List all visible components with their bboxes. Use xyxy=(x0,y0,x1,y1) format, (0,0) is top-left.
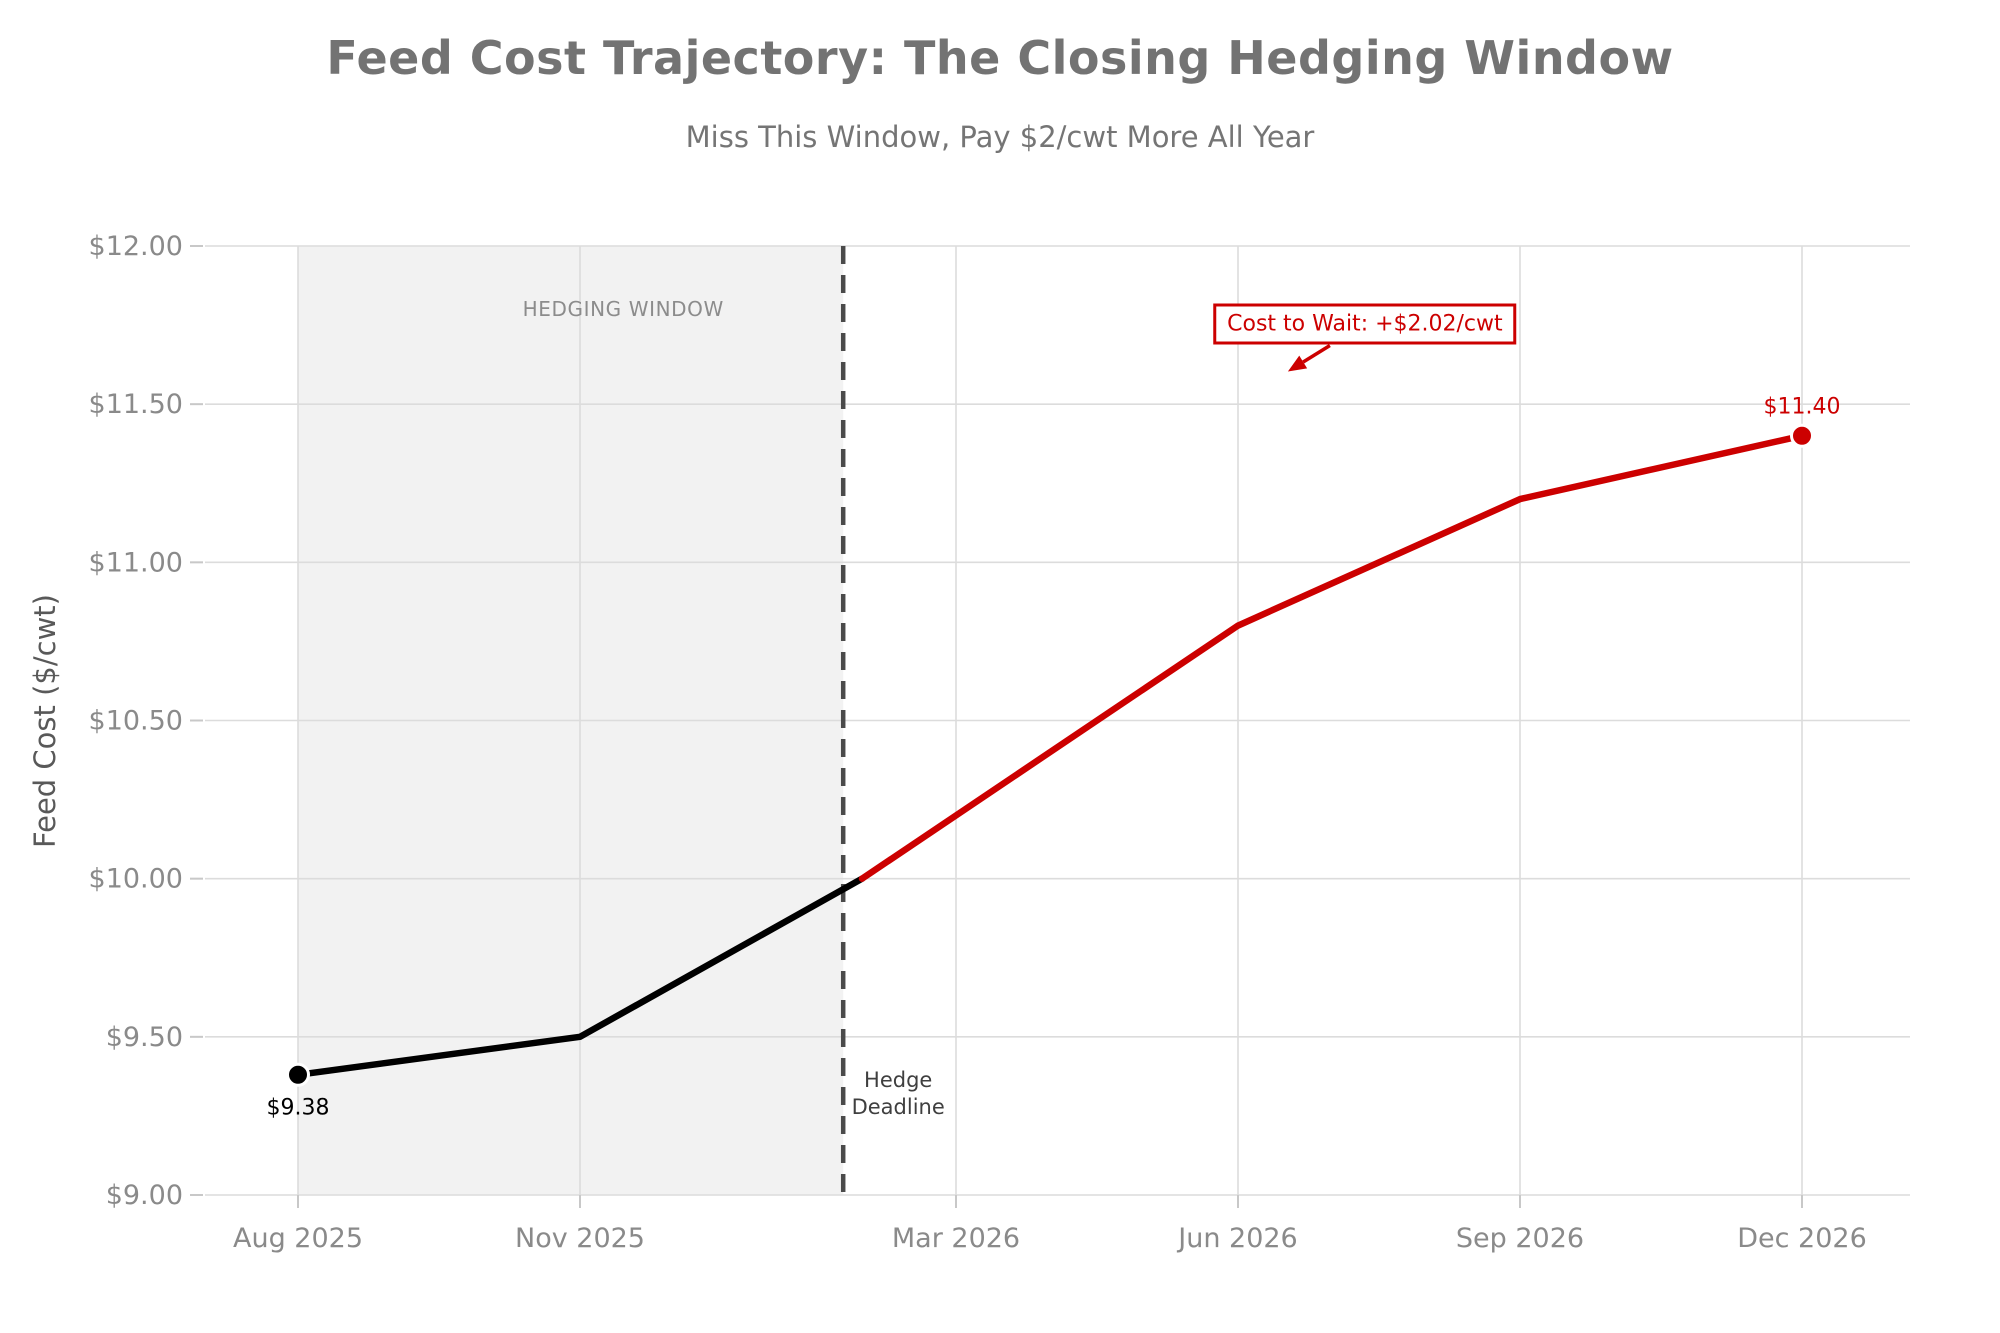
x-tick-label: Jun 2026 xyxy=(1176,1223,1297,1254)
y-tick-label: $10.50 xyxy=(89,706,183,737)
y-tick-label: $11.50 xyxy=(89,389,183,420)
x-tick-label: Nov 2025 xyxy=(515,1223,645,1254)
y-tick-label: $9.50 xyxy=(106,1022,183,1053)
x-tick-label: Mar 2026 xyxy=(892,1223,1020,1254)
end-point-value-label: $11.40 xyxy=(1763,394,1841,420)
projected-series-line xyxy=(858,432,1806,882)
actual-series-line xyxy=(294,875,866,1079)
x-tick-label: Aug 2025 xyxy=(233,1223,363,1254)
cost-arrow-shaft xyxy=(1302,344,1331,364)
hedge-deadline-label-line2: Deadline xyxy=(851,1094,945,1119)
cost-to-wait-annotation: Cost to Wait: +$2.02/cwt xyxy=(1213,303,1517,344)
x-tick-label: Sep 2026 xyxy=(1456,1223,1584,1254)
cost-arrow-head xyxy=(1287,355,1308,372)
start-point-marker xyxy=(286,1062,310,1087)
hedging-window-label: HEDGING WINDOW xyxy=(522,297,724,322)
y-axis-label: Feed Cost ($/cwt) xyxy=(28,593,62,848)
y-tick-label: $11.00 xyxy=(89,547,183,578)
y-tick-label: $10.00 xyxy=(89,864,183,895)
x-tick-label: Dec 2026 xyxy=(1737,1223,1867,1254)
chart-subtitle: Miss This Window, Pay $2/cwt More All Ye… xyxy=(685,120,1315,154)
hedge-deadline-label: Hedge Deadline xyxy=(852,1067,945,1121)
hedge-deadline-label-line1: Hedge xyxy=(864,1067,933,1092)
chart-title: Feed Cost Trajectory: The Closing Hedgin… xyxy=(326,31,1674,85)
start-point-value-label: $9.38 xyxy=(266,1095,330,1121)
y-tick-label: $9.00 xyxy=(106,1180,183,1211)
y-tick-label: $12.00 xyxy=(89,231,183,262)
end-point-marker xyxy=(1790,423,1814,448)
